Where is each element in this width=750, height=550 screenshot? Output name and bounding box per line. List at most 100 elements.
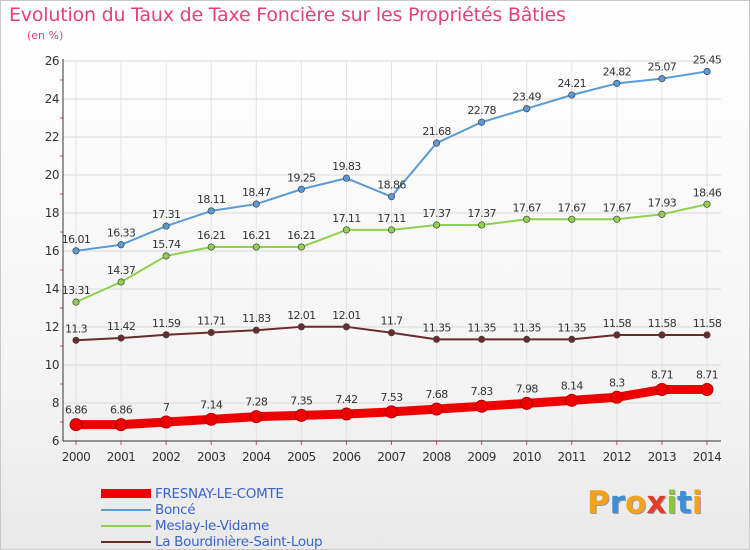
logo-letter: i xyxy=(691,485,703,521)
legend-swatch xyxy=(101,525,151,527)
y-tick-label: 10 xyxy=(45,358,59,372)
data-label-1: 16.33 xyxy=(107,227,136,240)
data-label-1: 24.21 xyxy=(558,77,587,90)
x-tick-label: 2003 xyxy=(197,450,226,464)
chart-subtitle: (en %) xyxy=(27,29,64,42)
series-point-3 xyxy=(117,334,125,342)
series-point-2 xyxy=(72,298,80,306)
series-point-3 xyxy=(72,336,80,344)
series-point-2 xyxy=(568,215,576,223)
data-label-0: 7.68 xyxy=(426,388,449,401)
data-label-1: 18.86 xyxy=(377,179,406,192)
x-tick-label: 2011 xyxy=(558,450,587,464)
series-point-3 xyxy=(433,335,441,343)
series-point-1 xyxy=(613,79,621,87)
data-label-2: 17.67 xyxy=(512,201,541,214)
data-label-1: 19.83 xyxy=(332,160,361,173)
data-label-1: 22.78 xyxy=(467,104,496,117)
data-label-0: 7.83 xyxy=(471,385,494,398)
logo-letter: i xyxy=(666,485,677,521)
x-tick-label: 2013 xyxy=(648,450,677,464)
data-label-3: 11.35 xyxy=(558,321,587,334)
data-label-2: 16.21 xyxy=(242,229,271,242)
x-tick-label: 2006 xyxy=(332,450,361,464)
data-label-2: 16.21 xyxy=(287,229,316,242)
data-label-2: 17.37 xyxy=(422,207,451,220)
series-point-2 xyxy=(297,243,305,251)
y-tick-label: 22 xyxy=(45,130,59,144)
series-point-0 xyxy=(385,405,398,419)
y-tick-label: 16 xyxy=(45,244,59,258)
data-label-3: 11.83 xyxy=(242,312,271,325)
y-tick-label: 20 xyxy=(45,168,59,182)
data-label-3: 11.71 xyxy=(197,315,226,328)
data-label-1: 21.68 xyxy=(422,125,451,138)
data-label-1: 23.49 xyxy=(512,91,541,104)
x-tick-label: 2007 xyxy=(377,450,406,464)
legend-label: FRESNAY-LE-COMTE xyxy=(155,486,284,502)
series-point-1 xyxy=(162,222,170,230)
y-tick-label: 14 xyxy=(45,282,59,296)
x-tick-label: 2014 xyxy=(693,450,722,464)
series-point-0 xyxy=(475,399,489,413)
y-tick-label: 8 xyxy=(52,396,59,410)
series-point-1 xyxy=(297,185,305,193)
series-point-2 xyxy=(387,226,396,234)
data-label-2: 17.93 xyxy=(648,196,677,209)
data-label-0: 8.14 xyxy=(561,379,584,392)
series-point-2 xyxy=(252,243,260,251)
series-point-3 xyxy=(162,331,170,339)
data-label-3: 11.3 xyxy=(65,322,88,335)
series-point-1 xyxy=(117,241,125,249)
series-point-2 xyxy=(478,221,486,229)
data-label-1: 25.07 xyxy=(648,61,677,74)
proxiti-logo: Proxiti xyxy=(587,485,702,521)
y-tick-label: 18 xyxy=(45,206,59,220)
data-label-0: 8.71 xyxy=(696,369,718,382)
logo-letter: o xyxy=(625,485,647,521)
data-label-2: 14.37 xyxy=(107,264,136,277)
data-label-3: 11.35 xyxy=(422,321,451,334)
x-tick-label: 2001 xyxy=(107,450,136,464)
x-tick-label: 2002 xyxy=(152,450,181,464)
x-tick-label: 2008 xyxy=(422,450,451,464)
series-point-3 xyxy=(523,335,531,343)
data-label-3: 11.59 xyxy=(152,317,181,330)
series-point-1 xyxy=(433,139,441,147)
data-label-0: 7.35 xyxy=(290,394,313,407)
series-point-0 xyxy=(249,410,263,424)
data-label-3: 12.01 xyxy=(287,309,316,322)
data-label-3: 11.58 xyxy=(603,317,632,330)
series-point-1 xyxy=(342,174,350,182)
series-point-3 xyxy=(568,335,576,343)
series-point-3 xyxy=(252,326,260,334)
data-label-3: 11.58 xyxy=(693,317,722,330)
series-point-0 xyxy=(69,418,83,432)
logo-letter: x xyxy=(646,485,667,521)
series-point-2 xyxy=(433,221,441,229)
series-point-2 xyxy=(523,215,531,223)
data-label-2: 18.46 xyxy=(693,186,722,199)
series-point-3 xyxy=(387,329,396,337)
logo-letter: r xyxy=(609,485,626,521)
series-point-2 xyxy=(342,226,350,234)
data-label-0: 8.3 xyxy=(609,376,625,389)
data-label-1: 19.25 xyxy=(287,171,316,184)
logo-letter: t xyxy=(676,485,692,521)
data-label-0: 6.86 xyxy=(65,404,88,417)
data-label-2: 17.11 xyxy=(377,212,406,225)
data-label-2: 15.74 xyxy=(152,238,181,251)
x-tick-label: 2009 xyxy=(467,450,496,464)
series-point-2 xyxy=(658,210,666,218)
data-label-0: 8.71 xyxy=(651,369,673,382)
series-point-3 xyxy=(658,331,666,339)
y-tick-label: 6 xyxy=(52,434,59,448)
series-point-1 xyxy=(207,207,215,215)
series-point-1 xyxy=(568,91,576,99)
series-point-1 xyxy=(387,193,396,201)
chart-title: Evolution du Taux de Taxe Foncière sur l… xyxy=(9,4,566,26)
data-label-2: 16.21 xyxy=(197,229,226,242)
data-label-3: 12.01 xyxy=(332,309,361,322)
series-point-3 xyxy=(342,323,350,331)
data-label-2: 17.37 xyxy=(467,207,496,220)
